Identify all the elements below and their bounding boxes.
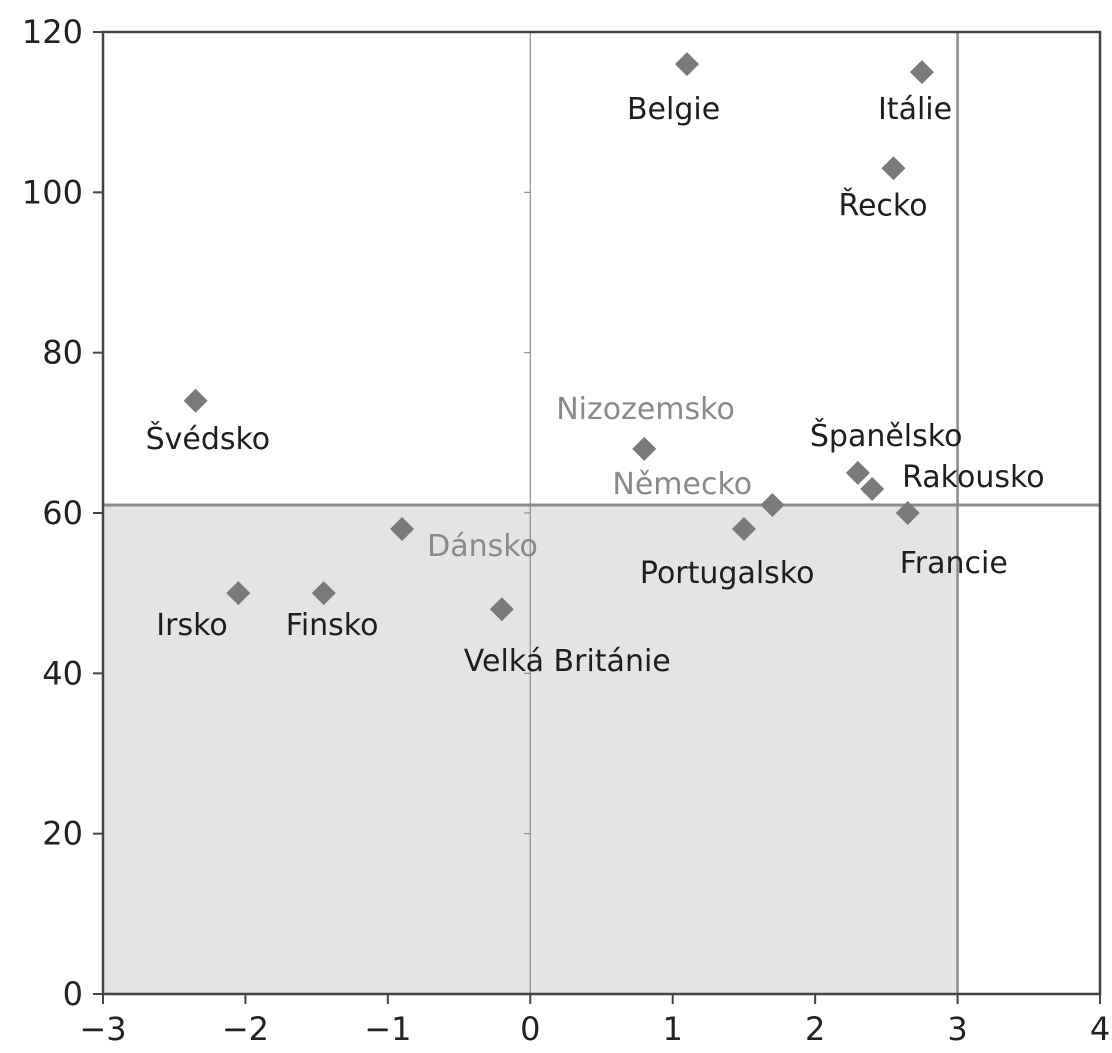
- data-point-spanelsko: [845, 460, 870, 485]
- data-point-recko: [881, 156, 906, 181]
- x-tick-label: −1: [364, 1010, 411, 1048]
- x-tick-label: 3: [947, 1010, 967, 1048]
- point-label-svedsko: Švédsko: [146, 420, 271, 457]
- point-label-nizozemsko: Nizozemsko: [556, 392, 735, 427]
- point-label-recko: Řecko: [838, 187, 927, 223]
- x-tick-label: −2: [222, 1010, 269, 1048]
- point-label-dansko: Dánsko: [427, 529, 538, 564]
- y-tick-label: 40: [42, 654, 83, 692]
- data-point-velka-britanie: [489, 597, 514, 622]
- point-label-velka-britanie: Velká Británie: [464, 644, 671, 679]
- data-point-belgie: [674, 52, 699, 77]
- point-label-rakousko: Rakousko: [902, 460, 1045, 495]
- point-label-irsko: Irsko: [156, 608, 227, 643]
- data-point-svedsko: [183, 388, 208, 413]
- point-label-francie: Francie: [900, 546, 1008, 581]
- x-tick-label: −3: [79, 1010, 126, 1048]
- y-tick-label: 60: [42, 494, 83, 532]
- y-tick-label: 0: [63, 975, 83, 1013]
- data-point-nemecko: [760, 492, 785, 517]
- data-point-irsko: [226, 581, 251, 606]
- x-tick-label: 0: [520, 1010, 540, 1048]
- data-points-layer: [183, 52, 934, 622]
- y-tick-label: 80: [42, 334, 83, 372]
- x-tick-label: 1: [663, 1010, 683, 1048]
- point-label-nemecko: Německo: [612, 467, 752, 502]
- point-labels-layer: Belgie Itálie Řecko Švédsko Nizozemsko Španěl…: [146, 92, 1045, 679]
- point-label-portugalsko: Portugalsko: [640, 556, 815, 591]
- point-label-belgie: Belgie: [627, 92, 720, 127]
- point-label-spanelsko: Španělsko: [810, 417, 963, 454]
- y-tick-label: 20: [42, 815, 83, 853]
- data-point-portugalsko: [731, 517, 756, 542]
- data-point-dansko: [390, 517, 415, 542]
- x-tick-label: 4: [1090, 1010, 1110, 1048]
- data-point-finsko: [311, 581, 336, 606]
- data-point-italie: [909, 60, 934, 85]
- x-tick-label: 2: [805, 1010, 825, 1048]
- y-tick-label: 120: [22, 13, 83, 51]
- y-tick-label: 100: [22, 173, 83, 211]
- point-label-italie: Itálie: [878, 92, 952, 127]
- data-point-rakousko: [860, 476, 885, 501]
- point-label-finsko: Finsko: [286, 608, 379, 643]
- data-point-francie: [895, 501, 920, 525]
- data-point-nizozemsko: [632, 436, 657, 461]
